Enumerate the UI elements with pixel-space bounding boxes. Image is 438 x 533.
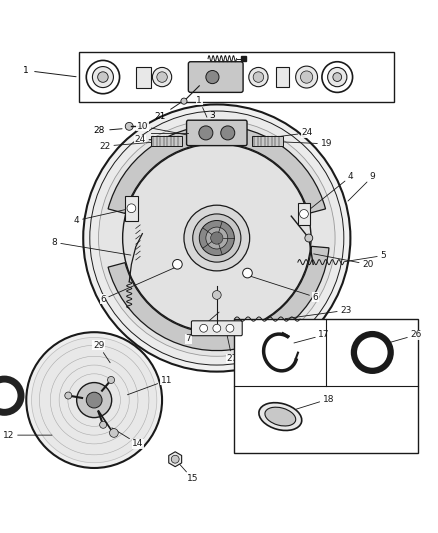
Circle shape	[0, 379, 21, 413]
Circle shape	[249, 68, 268, 87]
Text: 6: 6	[250, 276, 318, 302]
Polygon shape	[169, 452, 182, 467]
Ellipse shape	[259, 402, 302, 431]
Circle shape	[206, 227, 228, 249]
Circle shape	[226, 324, 234, 332]
Circle shape	[86, 392, 102, 408]
Bar	[252, 136, 283, 146]
Text: 14: 14	[112, 428, 144, 448]
Bar	[79, 52, 394, 102]
Text: 9: 9	[348, 172, 375, 201]
Circle shape	[152, 68, 172, 87]
Circle shape	[211, 232, 223, 244]
Circle shape	[200, 324, 208, 332]
Text: 6: 6	[100, 268, 175, 304]
Circle shape	[333, 72, 342, 82]
Text: 3: 3	[209, 111, 215, 120]
Circle shape	[26, 332, 162, 468]
Circle shape	[171, 455, 179, 463]
Circle shape	[100, 421, 107, 429]
Bar	[136, 67, 151, 88]
Text: 11: 11	[127, 376, 172, 395]
Circle shape	[199, 221, 234, 255]
Circle shape	[32, 337, 157, 463]
Bar	[276, 68, 289, 87]
Wedge shape	[108, 125, 325, 213]
Text: 23: 23	[285, 306, 352, 319]
Ellipse shape	[265, 407, 296, 426]
Text: 4: 4	[306, 172, 353, 212]
Bar	[241, 56, 246, 61]
FancyBboxPatch shape	[191, 321, 242, 336]
Text: 10: 10	[137, 122, 197, 137]
Circle shape	[110, 429, 118, 437]
Circle shape	[296, 66, 318, 88]
Text: 24: 24	[134, 135, 179, 144]
Circle shape	[65, 392, 72, 399]
Text: 15: 15	[177, 461, 198, 483]
Text: 18: 18	[296, 394, 334, 409]
Circle shape	[127, 204, 136, 213]
Circle shape	[300, 209, 308, 219]
Text: 29: 29	[93, 341, 110, 363]
Bar	[298, 203, 310, 225]
Text: 22: 22	[99, 141, 164, 150]
Circle shape	[173, 260, 182, 269]
Circle shape	[184, 205, 250, 271]
Circle shape	[99, 120, 335, 356]
Circle shape	[157, 72, 167, 82]
Circle shape	[253, 72, 264, 82]
Text: 17: 17	[294, 330, 330, 343]
Bar	[151, 136, 182, 146]
Text: 12: 12	[3, 431, 52, 440]
Circle shape	[193, 214, 241, 262]
Text: 19: 19	[270, 139, 332, 148]
Circle shape	[300, 71, 313, 83]
Circle shape	[213, 324, 221, 332]
Bar	[125, 197, 138, 221]
Circle shape	[206, 70, 219, 84]
Circle shape	[77, 383, 112, 418]
Text: 27: 27	[226, 331, 238, 363]
FancyBboxPatch shape	[187, 120, 247, 146]
Circle shape	[125, 123, 133, 130]
Text: 1: 1	[23, 66, 76, 77]
Circle shape	[243, 268, 252, 278]
Circle shape	[221, 126, 235, 140]
FancyBboxPatch shape	[188, 62, 243, 92]
Text: 8: 8	[52, 238, 131, 255]
Circle shape	[108, 376, 115, 383]
Text: 26: 26	[388, 330, 422, 343]
Circle shape	[328, 68, 347, 87]
Text: 24: 24	[259, 128, 312, 139]
Circle shape	[199, 126, 213, 140]
Circle shape	[305, 234, 313, 242]
Circle shape	[123, 144, 311, 332]
Circle shape	[212, 290, 221, 300]
Text: 28: 28	[93, 126, 122, 135]
Circle shape	[92, 67, 113, 87]
Circle shape	[354, 334, 391, 371]
Circle shape	[86, 60, 120, 94]
Circle shape	[90, 111, 344, 365]
Text: 21: 21	[154, 101, 184, 121]
Circle shape	[83, 104, 350, 372]
Text: 20: 20	[314, 254, 374, 269]
Text: 7: 7	[185, 312, 219, 343]
Text: 16: 16	[0, 374, 2, 394]
Text: 4: 4	[74, 209, 129, 225]
Wedge shape	[108, 246, 329, 351]
Bar	[234, 319, 418, 453]
Circle shape	[181, 98, 187, 104]
Circle shape	[98, 72, 108, 82]
Text: 1: 1	[196, 95, 207, 117]
Text: 5: 5	[344, 251, 386, 262]
Circle shape	[322, 62, 353, 92]
